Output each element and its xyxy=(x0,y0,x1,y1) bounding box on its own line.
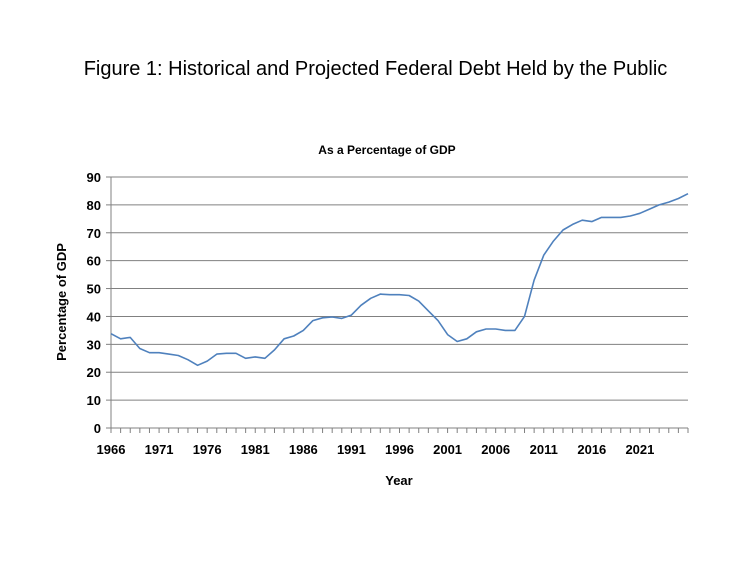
series-line-0 xyxy=(110,192,689,367)
chart-title: As a Percentage of GDP xyxy=(318,143,455,157)
x-tick-label: 2011 xyxy=(530,442,558,457)
y-tick-label: 70 xyxy=(87,226,101,241)
gridlines xyxy=(106,176,688,429)
x-axis-label: Year xyxy=(385,473,412,488)
y-tick-labels: 0 10 20 30 40 50 60 70 80 90 xyxy=(87,170,101,436)
y-tick-label: 0 xyxy=(94,421,101,436)
axes xyxy=(110,177,688,429)
y-tick-label: 90 xyxy=(87,170,101,185)
x-tick-label: 1966 xyxy=(97,442,126,457)
y-tick-label: 10 xyxy=(87,393,101,408)
x-tick-label: 2006 xyxy=(481,442,510,457)
y-tick-label: 50 xyxy=(87,282,101,297)
x-tick-label: 1971 xyxy=(145,442,174,457)
figure-title: Figure 1: Historical and Projected Feder… xyxy=(83,58,668,80)
x-tick-label: 1981 xyxy=(241,442,270,457)
x-tick-label: 2001 xyxy=(433,442,462,457)
y-tick-label: 60 xyxy=(87,254,101,269)
x-tick-label: 1986 xyxy=(289,442,318,457)
x-tick-label: 1996 xyxy=(385,442,414,457)
x-tick-label: 2016 xyxy=(577,442,606,457)
y-tick-label: 20 xyxy=(87,365,101,380)
series-group xyxy=(110,192,689,367)
y-axis-label: Percentage of GDP xyxy=(54,243,69,361)
y-tick-label: 40 xyxy=(87,309,101,324)
x-tick-label: 2021 xyxy=(625,442,654,457)
x-tick-labels: 1966 1971 1976 1981 1986 1991 1996 2001 2006 2011… xyxy=(97,428,689,457)
y-tick-label: 80 xyxy=(87,198,101,213)
y-tick-label: 30 xyxy=(87,337,101,352)
x-tick-label: 1976 xyxy=(193,442,222,457)
x-tick-label: 1991 xyxy=(337,442,366,457)
